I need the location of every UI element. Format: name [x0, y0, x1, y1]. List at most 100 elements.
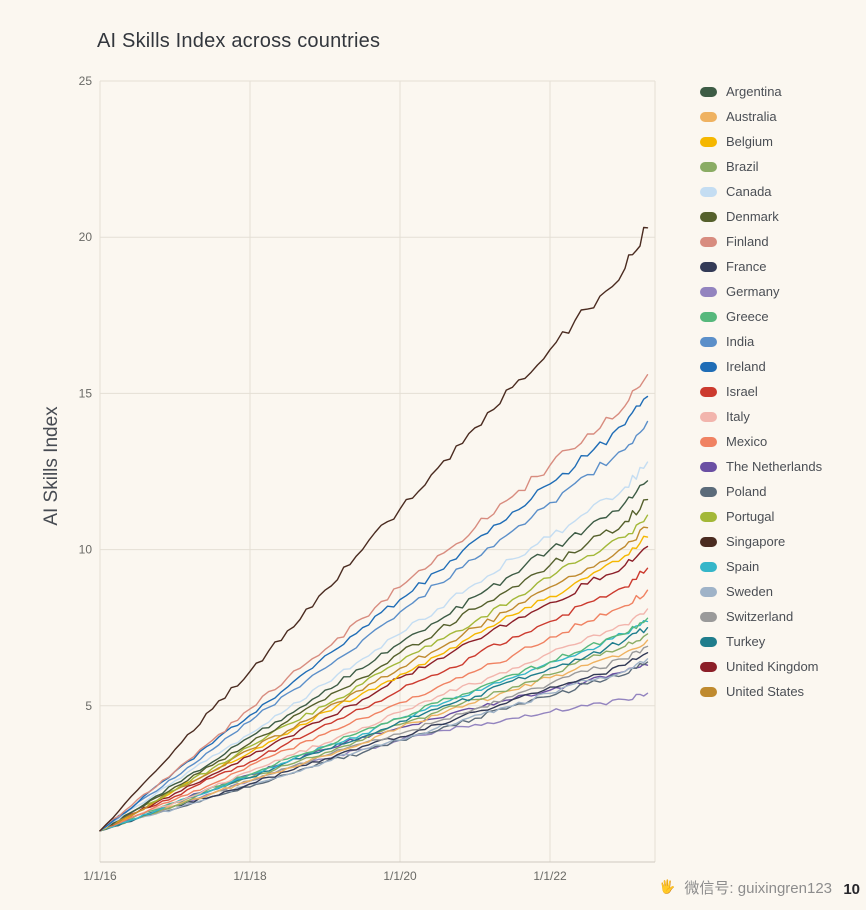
legend-label-poland: Poland: [726, 484, 767, 499]
legend-swatch-germany: [700, 286, 717, 297]
legend-item-ireland: Ireland: [700, 354, 822, 379]
legend-item-brazil: Brazil: [700, 154, 822, 179]
legend-label-turkey: Turkey: [726, 634, 766, 649]
legend-swatch-the-netherlands: [700, 461, 717, 472]
series-line-canada: [99, 461, 649, 832]
legend-item-united-states: United States: [700, 679, 822, 704]
legend-item-denmark: Denmark: [700, 204, 822, 229]
legend-label-italy: Italy: [726, 409, 750, 424]
legend-label-united-states: United States: [726, 684, 805, 699]
legend-item-switzerland: Switzerland: [700, 604, 822, 629]
legend-item-finland: Finland: [700, 229, 822, 254]
x-tick-label: 1/1/20: [383, 869, 417, 883]
legend-label-brazil: Brazil: [726, 159, 759, 174]
legend-swatch-portugal: [700, 511, 717, 522]
legend-item-portugal: Portugal: [700, 504, 822, 529]
legend-swatch-brazil: [700, 161, 717, 172]
legend-item-greece: Greece: [700, 304, 822, 329]
hand-wave-icon: 🖐: [659, 879, 676, 894]
legend-label-germany: Germany: [726, 284, 780, 299]
legend-item-united-kingdom: United Kingdom: [700, 654, 822, 679]
legend-swatch-turkey: [700, 636, 717, 647]
legend-swatch-australia: [700, 111, 717, 122]
x-tick-label: 1/1/16: [83, 869, 117, 883]
legend-swatch-argentina: [700, 86, 717, 97]
series-line-the-netherlands: [99, 663, 649, 832]
legend-swatch-canada: [700, 186, 717, 197]
legend-swatch-switzerland: [700, 611, 717, 622]
legend-swatch-ireland: [700, 361, 717, 372]
legend-item-italy: Italy: [700, 404, 822, 429]
series-line-sweden: [99, 658, 649, 832]
legend-swatch-finland: [700, 236, 717, 247]
legend-swatch-spain: [700, 561, 717, 572]
legend-swatch-belgium: [700, 136, 717, 147]
y-tick-label: 15: [79, 386, 93, 400]
legend-label-israel: Israel: [726, 384, 758, 399]
series-line-united-kingdom: [99, 545, 649, 832]
legend-item-israel: Israel: [700, 379, 822, 404]
legend-item-turkey: Turkey: [700, 629, 822, 654]
legend-item-mexico: Mexico: [700, 429, 822, 454]
series-line-singapore: [99, 226, 649, 832]
legend-swatch-denmark: [700, 211, 717, 222]
series-line-argentina: [99, 480, 649, 832]
page-number: 10: [843, 881, 860, 898]
series-line-portugal: [99, 514, 649, 832]
legend-swatch-mexico: [700, 436, 717, 447]
legend-swatch-singapore: [700, 536, 717, 547]
legend-swatch-italy: [700, 411, 717, 422]
watermark: 🖐 微信号: guixingren123: [656, 876, 832, 898]
legend-label-ireland: Ireland: [726, 359, 766, 374]
x-tick-label: 1/1/18: [233, 869, 267, 883]
legend-label-greece: Greece: [726, 309, 769, 324]
legend-label-singapore: Singapore: [726, 534, 786, 549]
legend-label-france: France: [726, 259, 767, 274]
legend-item-the-netherlands: The Netherlands: [700, 454, 822, 479]
legend-swatch-sweden: [700, 586, 717, 597]
legend-label-canada: Canada: [726, 184, 772, 199]
y-tick-label: 20: [79, 230, 93, 244]
legend-swatch-india: [700, 336, 717, 347]
legend-label-finland: Finland: [726, 234, 769, 249]
series-line-ireland: [99, 395, 649, 832]
series-line-united-states: [99, 526, 649, 832]
watermark-text: 微信号: guixingren123: [684, 879, 832, 897]
y-tick-label: 25: [79, 74, 93, 88]
x-tick-label: 1/1/22: [533, 869, 567, 883]
legend-label-spain: Spain: [726, 559, 760, 574]
legend-item-argentina: Argentina: [700, 79, 822, 104]
legend-swatch-united-kingdom: [700, 661, 717, 672]
legend-swatch-united-states: [700, 686, 717, 697]
series-line-mexico: [99, 589, 649, 832]
legend-label-the-netherlands: The Netherlands: [726, 459, 823, 474]
legend-item-india: India: [700, 329, 822, 354]
legend-item-canada: Canada: [700, 179, 822, 204]
legend-label-denmark: Denmark: [726, 209, 779, 224]
series-line-israel: [99, 567, 649, 832]
legend-label-portugal: Portugal: [726, 509, 775, 524]
y-tick-label: 10: [79, 543, 93, 557]
series-line-australia: [99, 639, 649, 832]
legend-item-germany: Germany: [700, 279, 822, 304]
legend-label-argentina: Argentina: [726, 84, 782, 99]
legend-swatch-israel: [700, 386, 717, 397]
series-line-italy: [99, 608, 649, 832]
legend-item-belgium: Belgium: [700, 129, 822, 154]
legend-label-india: India: [726, 334, 755, 349]
legend-label-switzerland: Switzerland: [726, 609, 794, 624]
series-line-finland: [99, 374, 649, 832]
legend-item-australia: Australia: [700, 104, 822, 129]
legend-item-poland: Poland: [700, 479, 822, 504]
legend-label-sweden: Sweden: [726, 584, 773, 599]
legend-label-united-kingdom: United Kingdom: [726, 659, 819, 674]
legend-item-spain: Spain: [700, 554, 822, 579]
legend-label-mexico: Mexico: [726, 434, 768, 449]
legend-swatch-france: [700, 261, 717, 272]
legend-item-singapore: Singapore: [700, 529, 822, 554]
legend-label-australia: Australia: [726, 109, 777, 124]
legend-label-belgium: Belgium: [726, 134, 773, 149]
chart-legend: Argentina Australia Belgium Brazil Canada Den…: [700, 79, 822, 704]
legend-item-france: France: [700, 254, 822, 279]
